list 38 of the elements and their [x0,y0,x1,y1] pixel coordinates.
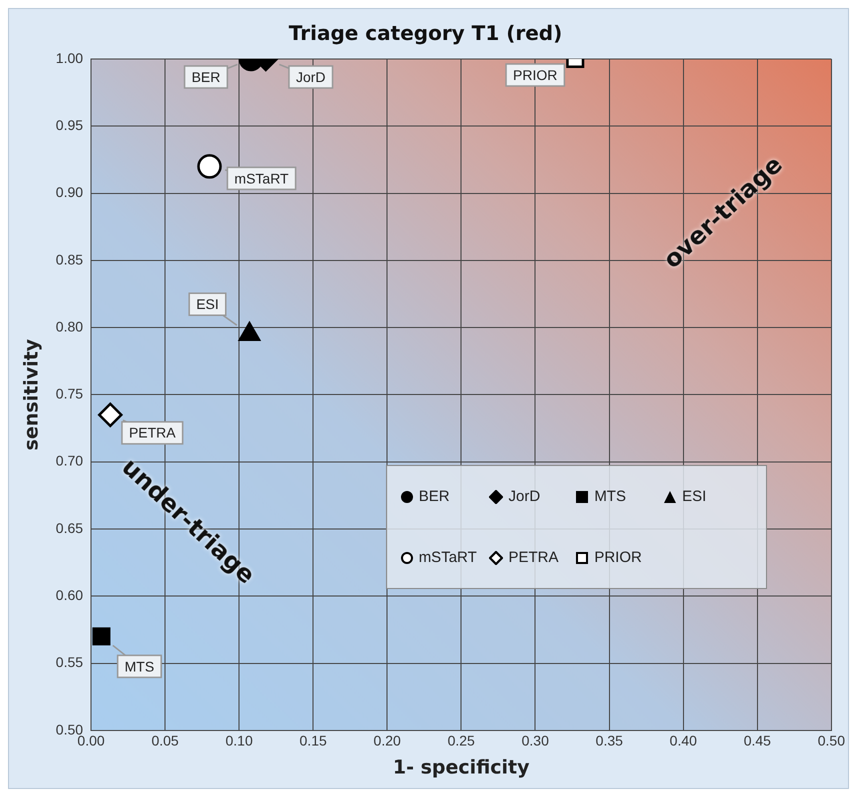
y-tick-label: 0.75 [56,386,84,402]
legend-label: BER [418,488,450,506]
text: PETRA [128,424,176,441]
x-tick-label: 0.35 [596,732,624,749]
chart-title: Triage category T1 (red) [288,21,562,46]
text: mSTaRT [234,170,289,186]
y-tick-label: 1.00 [56,50,84,66]
x-tick-label: 0.05 [151,732,179,749]
text: ESI [196,296,219,312]
text: JorD [296,68,326,85]
text: PRIOR [513,66,558,83]
legend-label: PRIOR [594,549,642,566]
x-tick-label: 0.20 [374,732,402,749]
legend-label: mSTaRT [418,549,477,566]
x-tick-label: 0.15 [300,732,327,749]
y-tick-label: 0.85 [56,251,84,268]
y-tick-label: 0.50 [56,721,84,738]
text: MTS [124,658,154,674]
legend-label: PETRA [508,549,559,566]
x-tick-label: 0.10 [225,732,253,749]
y-tick-label: 0.95 [56,117,84,133]
legend-label: ESI [682,488,706,506]
x-axis-title: 1- specificity [392,756,530,779]
y-tick-label: 0.80 [56,318,84,334]
y-tick-label: 0.70 [56,452,84,469]
legend-label: MTS [594,488,626,506]
x-tick-label: 0.50 [818,732,846,749]
y-axis-title: sensitivity [20,338,42,450]
x-tick-label: 0.40 [670,732,698,749]
y-tick-label: 0.90 [56,184,84,200]
x-tick-label: 0.45 [744,732,772,749]
legend-label: JorD [508,488,540,506]
x-tick-label: 0.30 [522,732,550,749]
y-tick-label: 0.55 [56,654,84,670]
x-tick-label: 0.25 [448,732,476,749]
text: BER [192,68,220,85]
y-tick-label: 0.60 [56,586,84,603]
y-tick-label: 0.65 [56,520,84,536]
